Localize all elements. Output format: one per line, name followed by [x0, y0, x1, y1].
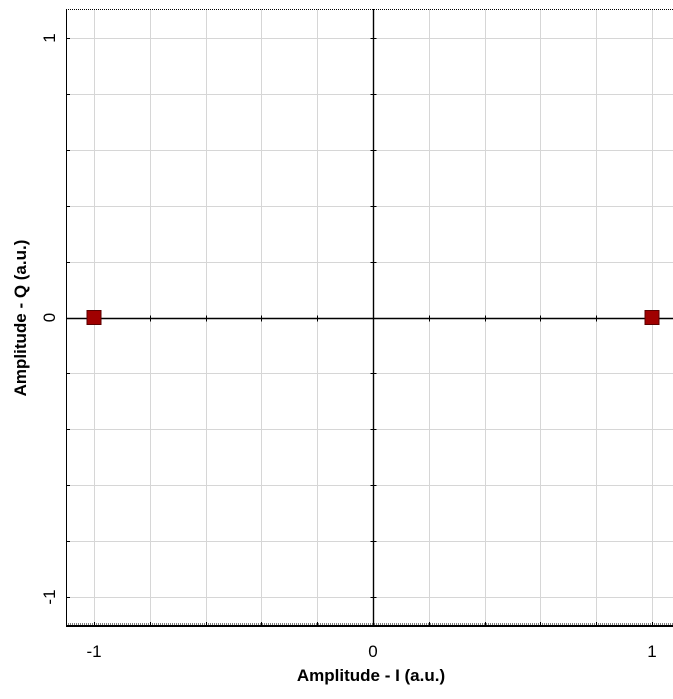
data-point-marker [86, 310, 102, 325]
x-axis-title: Amplitude - I (a.u.) [297, 666, 445, 685]
plot-frame [66, 9, 673, 627]
data-points [86, 310, 660, 325]
x-tick-label: -1 [86, 642, 101, 661]
y-tick-label: 1 [40, 33, 59, 42]
y-axis-title: Amplitude - Q (a.u.) [11, 240, 30, 397]
x-tick-label: 1 [647, 642, 656, 661]
x-tick-label: 0 [368, 642, 377, 661]
ticks: -1 0 1 -1 0 1 [40, 33, 657, 661]
y-tick-label: 0 [40, 313, 59, 322]
y-tick-label: -1 [40, 589, 59, 604]
data-point-marker [644, 310, 660, 325]
